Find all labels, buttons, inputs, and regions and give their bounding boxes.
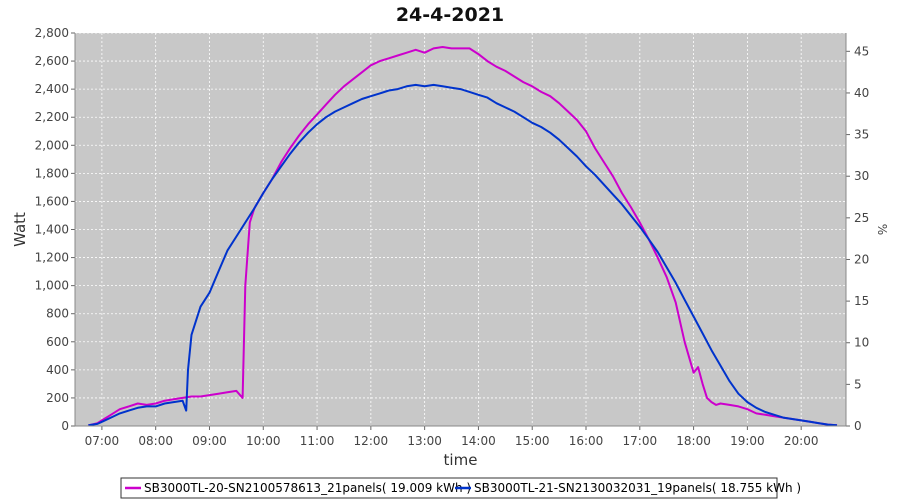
y2-tick-label: 40 — [854, 86, 869, 100]
y-tick-label: 2,200 — [35, 110, 69, 124]
legend-label-1: SB3000TL-20-SN2100578613_21panels( 19.00… — [144, 481, 471, 495]
y2-axis-title: % — [875, 224, 889, 235]
y-tick-label: 2,400 — [35, 82, 69, 96]
y-tick-label: 0 — [61, 419, 69, 433]
x-tick-label: 18:00 — [676, 434, 711, 448]
x-tick-label: 15:00 — [515, 434, 550, 448]
y-axis-title: Watt — [11, 212, 29, 247]
legend: SB3000TL-20-SN2100578613_21panels( 19.00… — [120, 477, 801, 499]
legend-box — [120, 477, 778, 499]
chart-title: 24-4-2021 — [396, 4, 504, 26]
x-tick-label: 12:00 — [354, 434, 389, 448]
x-tick-label: 10:00 — [246, 434, 281, 448]
y2-tick-label: 20 — [854, 252, 869, 266]
y-tick-label: 1,000 — [35, 279, 69, 293]
y2-tick-label: 15 — [854, 294, 869, 308]
x-tick-label: 11:00 — [300, 434, 335, 448]
y2-tick-label: 45 — [854, 44, 869, 58]
y-tick-label: 1,600 — [35, 194, 69, 208]
series-line-2 — [88, 83, 838, 427]
y-tick-label: 400 — [46, 363, 69, 377]
x-tick-label: 14:00 — [461, 434, 496, 448]
y-axis: 0 200 400 600 800 1,000 1,200 1,400 1,600 1,800 2,… — [35, 26, 76, 433]
x-tick-label: 17:00 — [623, 434, 658, 448]
y2-axis: 0 5 10 15 20 25 30 35 40 45 — [845, 33, 869, 433]
x-tick-label: 09:00 — [192, 434, 227, 448]
y-tick-label: 1,200 — [35, 251, 69, 265]
y2-tick-label: 0 — [854, 419, 862, 433]
legend-label-2: SB3000TL-21-SN2130032031_19panels( 18.75… — [474, 481, 801, 495]
x-tick-label: 19:00 — [730, 434, 765, 448]
y2-tick-label: 30 — [854, 169, 869, 183]
series-line-1 — [88, 46, 838, 427]
y-tick-label: 1,400 — [35, 223, 69, 237]
y2-tick-label: 25 — [854, 211, 869, 225]
y-tick-label: 600 — [46, 335, 69, 349]
x-tick-label: 07:00 — [85, 434, 120, 448]
y-tick-label: 2,600 — [35, 54, 69, 68]
x-axis: 07:00 08:00 09:00 10:00 11:00 12:00 13:00 14:00… — [75, 425, 846, 448]
x-tick-label: 16:00 — [569, 434, 604, 448]
series-layer — [88, 46, 838, 427]
y-tick-label: 1,800 — [35, 166, 69, 180]
x-tick-label: 13:00 — [407, 434, 442, 448]
x-tick-label: 20:00 — [784, 434, 819, 448]
y-tick-label: 2,000 — [35, 138, 69, 152]
y-tick-label: 800 — [46, 307, 69, 321]
y2-tick-label: 5 — [854, 377, 862, 391]
y2-tick-label: 10 — [854, 336, 869, 350]
x-axis-title: time — [444, 451, 478, 469]
y-tick-label: 200 — [46, 391, 69, 405]
x-tick-label: 08:00 — [138, 434, 173, 448]
y-tick-label: 2,800 — [35, 26, 69, 40]
y2-tick-label: 35 — [854, 128, 869, 142]
